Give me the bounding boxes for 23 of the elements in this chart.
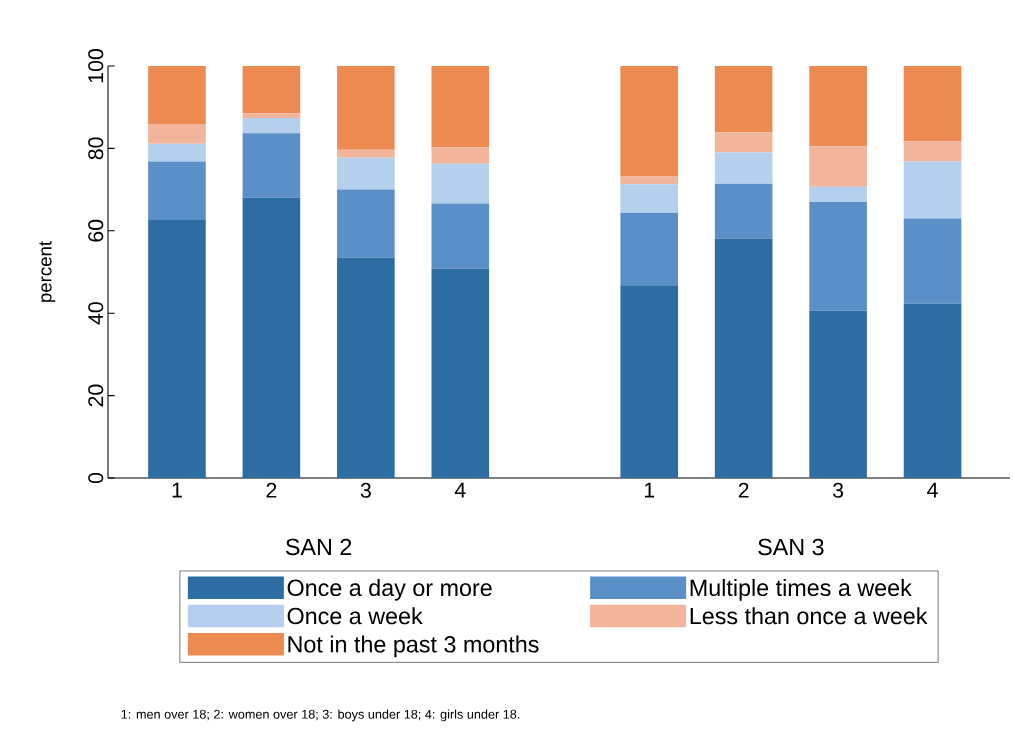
text: SAN 3 (758, 538, 824, 556)
x-tick-label: 2 (266, 482, 277, 498)
x-tick-label: 4 (454, 482, 466, 498)
x-tick-label: 1 (644, 482, 655, 498)
y-tick-label: 20 (88, 384, 104, 407)
y-tick-label: 40 (88, 302, 104, 325)
x-tick-label: 2 (738, 482, 749, 498)
legend-label: Once a day or more (287, 578, 492, 601)
y-tick-label: 0 (88, 472, 104, 484)
legend-label: Not in the past 3 months (288, 635, 539, 658)
legend-label: Multiple times a week (690, 578, 912, 601)
x-tick-label: 3 (360, 482, 371, 498)
y-tick-label: 80 (88, 137, 104, 160)
x-tick-label: 1 (172, 482, 182, 498)
y-axis-title: percent (39, 241, 56, 302)
y-tick-label: 60 (88, 219, 104, 242)
text: 1: men over 18; 2: women over 18; 3: boys under 18; 4: girls under 18. (121, 709, 520, 722)
legend-label: Once a week (287, 607, 423, 625)
text: SAN 2 (285, 538, 352, 556)
x-tick-label: 4 (927, 482, 938, 498)
y-tick-label: 100 (88, 49, 104, 83)
x-tick-label: 3 (832, 482, 844, 498)
legend-label: Less than once a week (690, 607, 928, 625)
